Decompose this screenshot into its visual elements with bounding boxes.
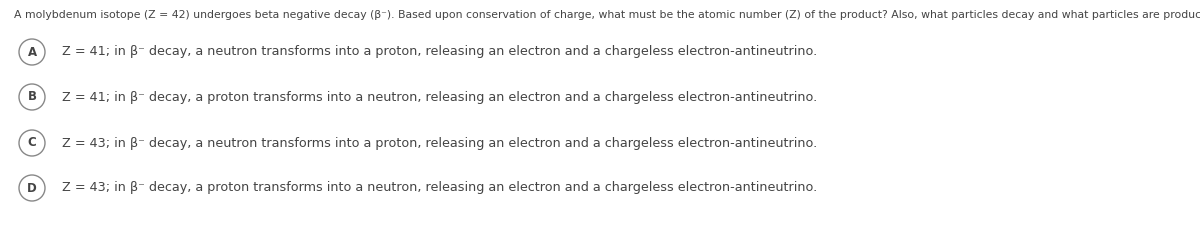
Text: Z = 41; in β⁻ decay, a neutron transforms into a proton, releasing an electron a: Z = 41; in β⁻ decay, a neutron transform… [62,46,817,59]
Text: B: B [28,90,36,103]
Text: D: D [28,181,37,195]
Text: A molybdenum isotope (Z = 42) undergoes beta negative decay (β⁻). Based upon con: A molybdenum isotope (Z = 42) undergoes … [14,10,1200,20]
Text: Z = 43; in β⁻ decay, a neutron transforms into a proton, releasing an electron a: Z = 43; in β⁻ decay, a neutron transform… [62,137,817,149]
Text: C: C [28,137,36,149]
Text: Z = 43; in β⁻ decay, a proton transforms into a neutron, releasing an electron a: Z = 43; in β⁻ decay, a proton transforms… [62,181,817,195]
Text: A: A [28,46,36,59]
Text: Z = 41; in β⁻ decay, a proton transforms into a neutron, releasing an electron a: Z = 41; in β⁻ decay, a proton transforms… [62,90,817,103]
